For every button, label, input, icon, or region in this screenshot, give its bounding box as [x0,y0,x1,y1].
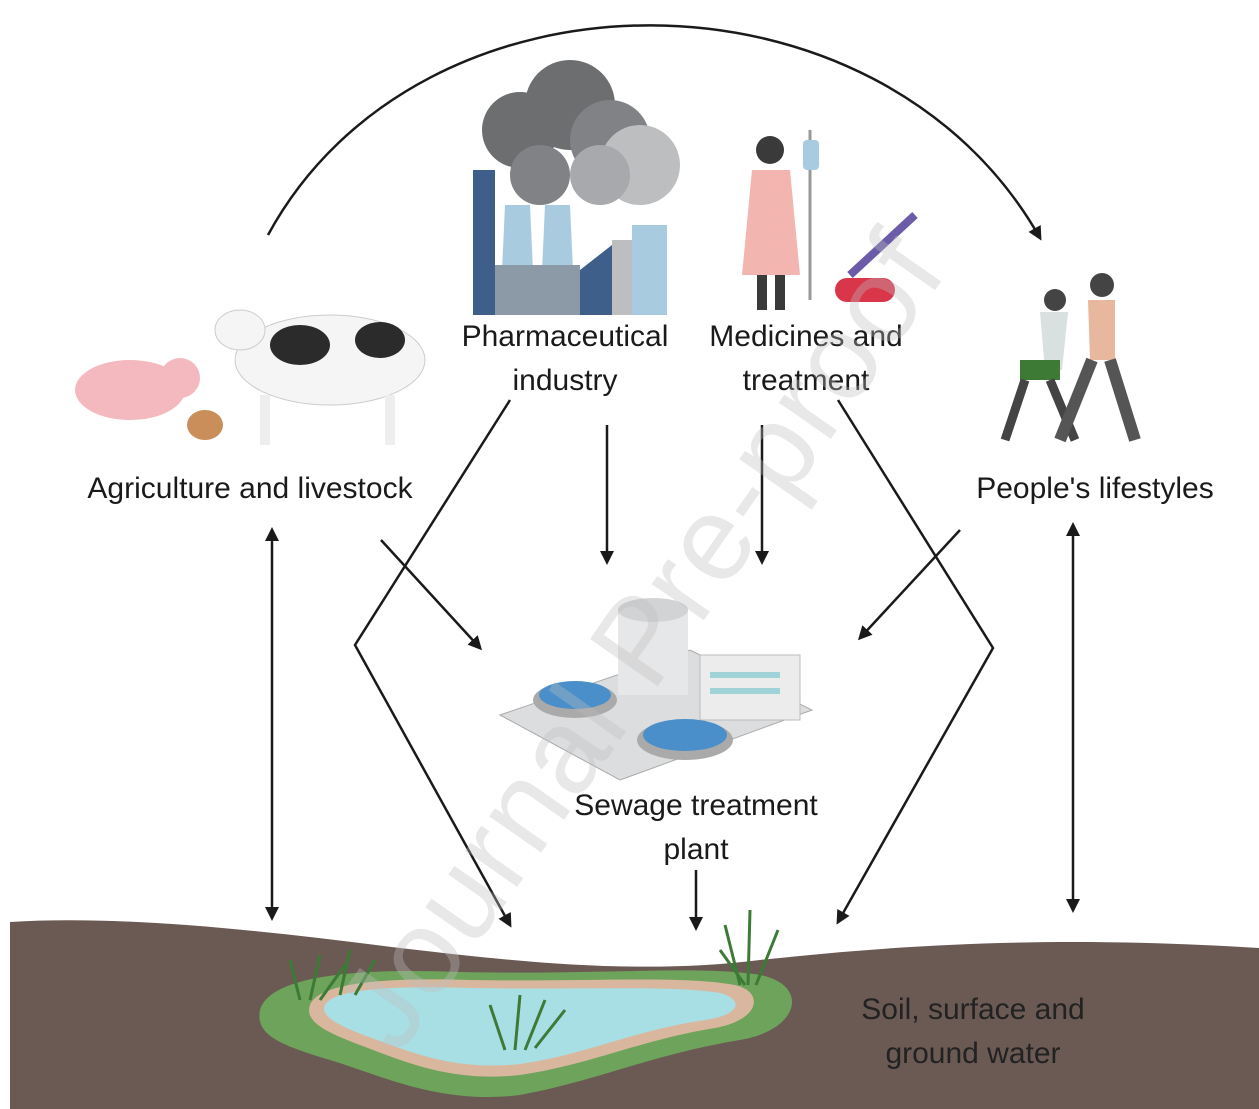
people-icon [1005,273,1135,440]
node-label: Agriculture and livestock [40,467,460,511]
node-label: Pharmaceutical industry [445,315,685,403]
node-label: People's lifestyles [940,467,1250,511]
factory-icon [473,60,680,315]
node-label: Soil, surface and ground water [843,988,1103,1076]
diagram: Pharmaceutical industry Medicines and tr… [0,0,1259,1109]
livestock-icon [75,310,425,445]
